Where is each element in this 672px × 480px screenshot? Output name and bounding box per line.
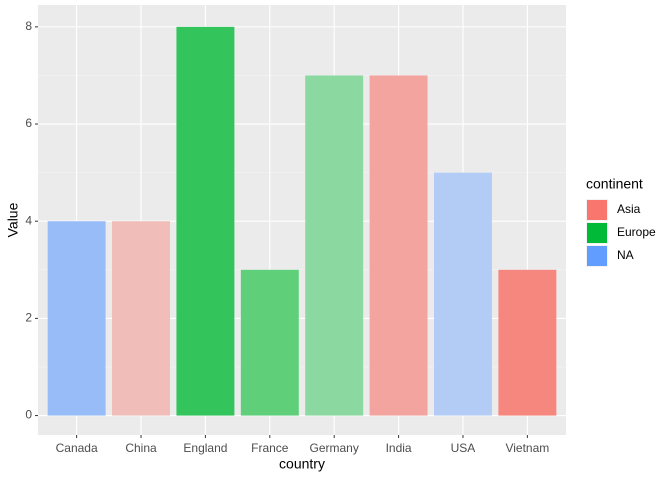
- x-tick-label: France: [251, 441, 289, 455]
- y-axis-label: Value: [5, 202, 21, 237]
- x-tick-label: England: [183, 441, 227, 455]
- legend-label: Europe: [617, 225, 656, 239]
- bar: [176, 26, 235, 416]
- y-tick-label: 0: [25, 408, 32, 422]
- legend-swatch: [587, 246, 607, 266]
- x-tick-label: Vietnam: [505, 441, 549, 455]
- x-tick-label: China: [125, 441, 157, 455]
- bar: [240, 269, 299, 416]
- x-tick-label: Germany: [310, 441, 359, 455]
- bar: [434, 172, 492, 416]
- y-tick-label: 4: [25, 213, 32, 227]
- bar: [47, 221, 106, 416]
- y-tick-label: 6: [25, 116, 32, 130]
- legend-label: Asia: [617, 202, 641, 216]
- bar: [112, 221, 170, 416]
- legend-title: continent: [586, 176, 643, 192]
- y-tick-label: 2: [25, 311, 32, 325]
- bar: [305, 75, 364, 416]
- x-tick-label: India: [386, 441, 412, 455]
- y-tick-label: 8: [25, 19, 32, 33]
- legend-swatch: [587, 200, 607, 220]
- x-tick-label: Canada: [56, 441, 98, 455]
- bar: [498, 269, 557, 416]
- legend-label: NA: [617, 248, 634, 262]
- x-tick-label: USA: [451, 441, 476, 455]
- bar: [369, 75, 428, 416]
- legend-swatch: [587, 223, 607, 243]
- x-axis-label: country: [279, 456, 325, 472]
